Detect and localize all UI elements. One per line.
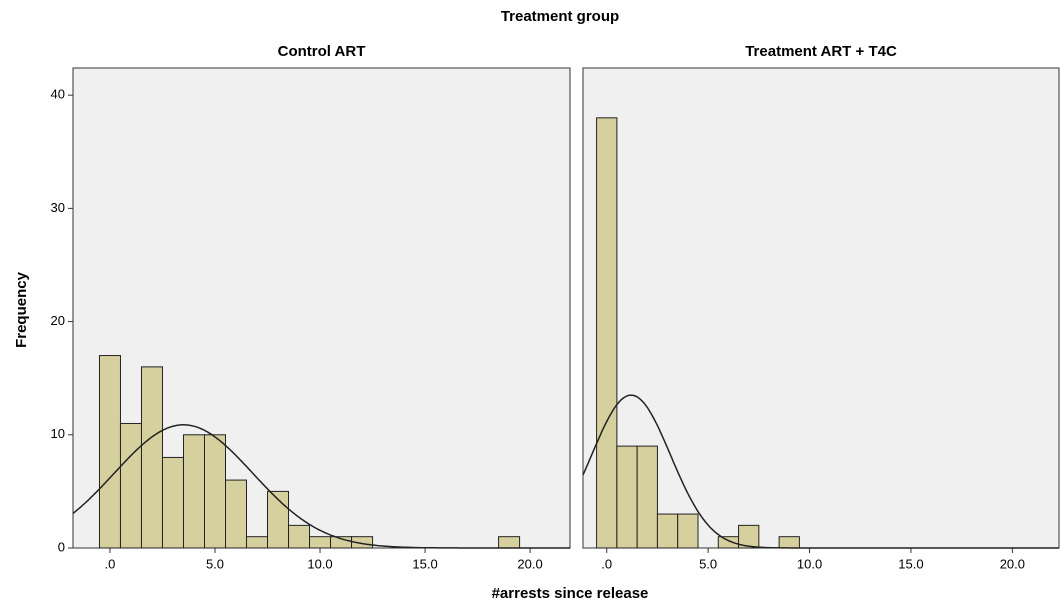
histogram-bar xyxy=(498,536,521,549)
normal-curve xyxy=(72,424,570,549)
histogram-bar xyxy=(246,536,269,549)
x-tick-label: 20.0 xyxy=(517,556,542,571)
x-tick-label: 10.0 xyxy=(797,556,822,571)
y-tick-label: 0 xyxy=(58,539,65,554)
panel-title: Control ART xyxy=(278,43,366,60)
histogram-bar xyxy=(351,536,374,549)
figure-title: Treatment group xyxy=(501,8,619,25)
histogram-bar xyxy=(636,445,658,549)
histogram-bar xyxy=(738,524,760,549)
y-tick-label: 30 xyxy=(51,200,65,215)
x-tick-label: 5.0 xyxy=(699,556,717,571)
panel-title: Treatment ART + T4C xyxy=(745,43,897,60)
x-tick-label: .0 xyxy=(601,556,612,571)
x-tick-label: 15.0 xyxy=(898,556,923,571)
histogram-bar xyxy=(656,513,679,549)
histogram-bar xyxy=(225,479,248,549)
histogram-bar xyxy=(778,536,800,549)
y-tick-label: 20 xyxy=(51,313,65,328)
histogram-bar xyxy=(161,456,184,549)
x-axis-label: #arrests since release xyxy=(492,585,649,602)
histogram-bar xyxy=(182,434,205,549)
histogram-bar xyxy=(140,366,163,549)
histogram-bar xyxy=(596,117,618,549)
histogram-bar xyxy=(203,434,227,549)
histogram-bar xyxy=(267,490,290,549)
histogram-bar xyxy=(309,536,332,549)
histogram-bar xyxy=(616,445,638,549)
y-tick-label: 40 xyxy=(51,87,65,102)
panel-background xyxy=(582,67,1060,549)
histogram-bar xyxy=(98,355,121,549)
histogram-bar xyxy=(717,536,740,549)
histogram-bar xyxy=(288,524,311,549)
histogram-bar xyxy=(119,422,142,549)
normal-curve xyxy=(582,394,1059,549)
x-tick-label: 20.0 xyxy=(1000,556,1025,571)
x-tick-label: 5.0 xyxy=(206,556,224,571)
y-axis-label: Frequency xyxy=(13,271,30,348)
x-tick-label: 15.0 xyxy=(412,556,437,571)
histogram-bar xyxy=(677,513,699,549)
y-tick-label: 10 xyxy=(51,426,65,441)
x-tick-label: .0 xyxy=(105,556,116,571)
x-tick-label: 10.0 xyxy=(307,556,332,571)
